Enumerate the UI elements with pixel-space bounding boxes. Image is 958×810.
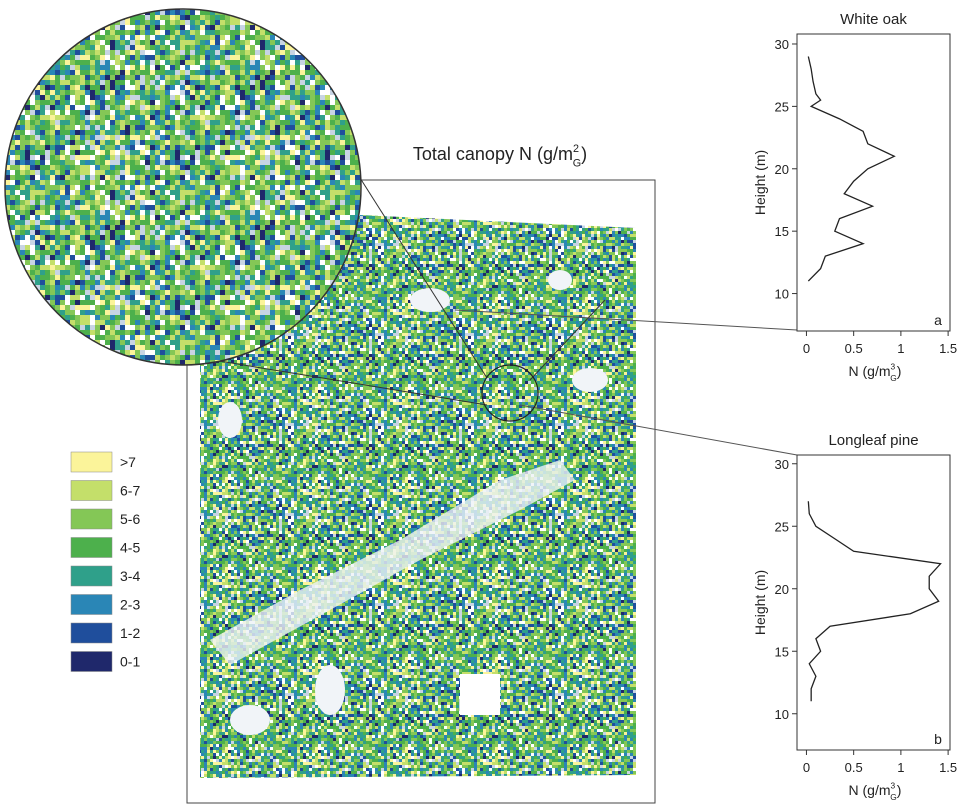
zoom-circle	[5, 9, 361, 365]
legend-label: 3-4	[120, 568, 140, 584]
label-end: )	[581, 144, 587, 164]
legend-swatch	[71, 652, 112, 672]
y-tick-label: 20	[775, 162, 789, 177]
y-tick-label: 30	[775, 37, 789, 52]
profile-line	[808, 56, 894, 281]
legend-label: 2-3	[120, 597, 140, 613]
panel-label: b	[934, 731, 942, 747]
x-tick-label: 1	[897, 341, 904, 356]
y-tick-label: 20	[775, 582, 789, 597]
y-axis-label: Height (m)	[752, 570, 768, 635]
clearing	[218, 402, 242, 438]
clearing	[548, 270, 572, 290]
x-tick-label: 1.5	[939, 760, 957, 775]
legend-label: 5-6	[120, 511, 140, 527]
panel-label: a	[934, 312, 942, 328]
x-tick-label: 0.5	[845, 341, 863, 356]
legend-label: 6-7	[120, 483, 140, 499]
clearing	[315, 665, 345, 715]
legend-label: 0-1	[120, 654, 140, 670]
y-tick-label: 10	[775, 707, 789, 722]
y-tick-label: 25	[775, 99, 789, 114]
legend-swatch	[71, 481, 112, 501]
label-text: N (g/m	[849, 363, 891, 379]
legend-swatch	[71, 509, 112, 529]
label-text: Total canopy N (g/m	[413, 144, 573, 164]
legend-label: 1-2	[120, 625, 140, 641]
chart-title: Longleaf pine	[828, 432, 918, 449]
y-tick-label: 25	[775, 519, 789, 534]
line-chart: White oak a 10 15 20 25 30 0 0.5 1 1.5 Height (m) N …	[752, 11, 957, 383]
plot-frame	[797, 455, 950, 750]
y-axis-label: Height (m)	[752, 150, 768, 215]
y-tick-label: 10	[775, 287, 789, 302]
legend-swatch	[71, 566, 112, 586]
legend-label: >7	[120, 454, 136, 470]
label-end: )	[897, 363, 902, 379]
figure: Total canopy N (g/m2 G) >7 6-7 5-6 4-5 3-4 2-3…	[0, 0, 958, 810]
label-sup: 3	[891, 781, 896, 791]
x-tick-label: 1	[897, 760, 904, 775]
label-sup: 3	[891, 362, 896, 372]
clearing	[410, 288, 450, 312]
x-tick-label: 0	[803, 341, 810, 356]
map-title: Total canopy N (g/m2 G)	[413, 143, 587, 169]
y-tick-label: 15	[775, 644, 789, 659]
label-text: N (g/m	[849, 782, 891, 798]
y-tick-label: 15	[775, 224, 789, 239]
legend: >7 6-7 5-6 4-5 3-4 2-3 1-2 0-1	[71, 452, 140, 672]
label-end: )	[897, 782, 902, 798]
clearing	[460, 674, 500, 715]
x-tick-label: 1.5	[939, 341, 957, 356]
line-chart: Longleaf pine b 10 15 20 25 30 0 0.5 1 1.5 Height (…	[752, 432, 957, 802]
legend-swatch	[71, 538, 112, 558]
profile-line	[808, 501, 940, 701]
label-sub: G	[573, 157, 581, 169]
legend-swatch	[71, 595, 112, 615]
legend-swatch	[71, 623, 112, 643]
x-tick-label: 0	[803, 760, 810, 775]
y-tick-label: 30	[775, 457, 789, 472]
plot-frame	[797, 34, 950, 331]
clearing	[572, 368, 608, 392]
legend-label: 4-5	[120, 540, 140, 556]
label-sup: 2	[573, 143, 579, 155]
legend-swatch	[71, 452, 112, 472]
clearing	[230, 705, 270, 735]
chart-title: White oak	[840, 11, 907, 28]
x-tick-label: 0.5	[845, 760, 863, 775]
